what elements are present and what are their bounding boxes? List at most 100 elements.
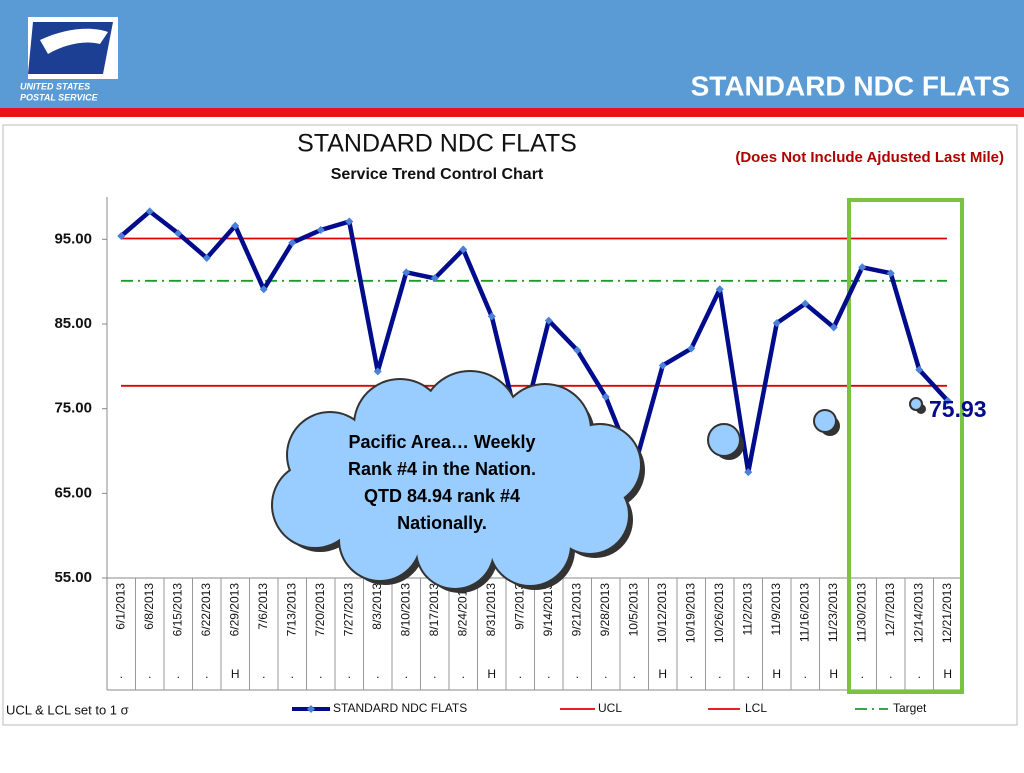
series-marker — [687, 344, 696, 353]
annotation-text: Pacific Area… Weekly — [348, 432, 535, 452]
x-flag: . — [747, 667, 750, 681]
x-flag: . — [918, 667, 921, 681]
cloud-fill — [273, 372, 921, 588]
highlight-box — [847, 198, 964, 694]
series-marker — [943, 396, 952, 405]
series-marker — [174, 229, 183, 238]
x-flag: . — [690, 667, 693, 681]
y-tick-label: 65.00 — [54, 484, 92, 501]
x-tick-label: 11/9/2013 — [769, 583, 783, 636]
x-flag: . — [205, 667, 208, 681]
chart-subtitle: Service Trend Control Chart — [331, 166, 544, 183]
x-flag: . — [547, 667, 550, 681]
logo-text: POSTAL SERVICE — [20, 92, 99, 102]
logo-text: UNITED STATES — [20, 81, 90, 91]
x-tick-label: 10/5/2013 — [626, 583, 640, 637]
x-flag: . — [718, 667, 721, 681]
series-marker — [573, 346, 582, 355]
series-marker — [345, 217, 354, 226]
series-marker — [801, 299, 810, 308]
x-flag: . — [319, 667, 322, 681]
x-flag: . — [519, 667, 522, 681]
x-tick-label: 9/7/2013 — [512, 583, 526, 630]
x-flag: . — [291, 667, 294, 681]
x-flag: . — [148, 667, 151, 681]
legend-marker — [307, 705, 315, 713]
x-tick-label: 11/2/2013 — [740, 583, 754, 636]
x-tick-label: 8/31/2013 — [484, 583, 498, 637]
chart-title: STANDARD NDC FLATS — [297, 130, 577, 158]
x-flag: H — [487, 667, 496, 681]
y-tick-label: 85.00 — [54, 315, 92, 332]
x-flag: . — [804, 667, 807, 681]
x-tick-label: 10/12/2013 — [655, 583, 669, 643]
series-marker — [459, 245, 468, 254]
x-tick-label: 10/26/2013 — [712, 583, 726, 643]
x-flag: . — [861, 667, 864, 681]
x-tick-label: 12/14/2013 — [911, 583, 925, 643]
slide-title: STANDARD NDC FLATS — [691, 70, 1010, 101]
x-tick-label: 6/8/2013 — [142, 583, 156, 630]
series-marker — [772, 319, 781, 328]
y-tick-label: 55.00 — [54, 569, 92, 586]
legend-label: LCL — [745, 701, 767, 715]
x-flag: . — [633, 667, 636, 681]
x-tick-label: 11/30/2013 — [854, 583, 868, 642]
legend-label: UCL — [598, 701, 622, 715]
x-tick-label: 9/14/2013 — [541, 583, 555, 637]
legend-label: Target — [893, 701, 927, 715]
x-tick-label: 7/6/2013 — [256, 583, 270, 630]
header-stripe — [0, 108, 1024, 117]
x-tick-label: 6/29/2013 — [227, 583, 241, 637]
x-flag: H — [231, 667, 240, 681]
chart-note: (Does Not Include Ajdusted Last Mile) — [735, 149, 1004, 166]
x-flag: . — [376, 667, 379, 681]
x-tick-label: 6/15/2013 — [170, 583, 184, 637]
series-marker — [231, 221, 240, 230]
series-marker — [744, 468, 753, 477]
series-marker — [915, 365, 924, 374]
y-tick-label: 75.00 — [54, 400, 92, 417]
x-tick-label: 8/10/2013 — [398, 583, 412, 637]
callout-cloud: Pacific Area… Weekly Rank #4 in the Natio… — [271, 370, 926, 593]
x-flag: . — [889, 667, 892, 681]
series-marker — [858, 263, 867, 272]
series-marker — [601, 392, 610, 401]
x-tick-label: 7/27/2013 — [341, 583, 355, 637]
series-marker — [715, 285, 724, 294]
x-tick-label: 9/28/2013 — [598, 583, 612, 637]
logo-eagle-bg — [28, 22, 113, 74]
x-flag: . — [120, 667, 123, 681]
series-line — [119, 209, 950, 475]
series-marker — [288, 238, 297, 247]
series-marker — [658, 361, 667, 370]
x-tick-label: 7/13/2013 — [284, 583, 298, 637]
x-tick-label: 8/24/2013 — [455, 583, 469, 637]
footnote: UCL & LCL set to 1 σ — [6, 702, 129, 717]
series-marker — [829, 323, 838, 332]
y-tick-label: 95.00 — [54, 230, 92, 247]
x-tick-label: 12/7/2013 — [883, 583, 897, 637]
x-flag: . — [405, 667, 408, 681]
header-band — [0, 0, 1024, 108]
legend-label: STANDARD NDC FLATS — [333, 701, 467, 715]
series-marker — [145, 207, 154, 216]
x-tick-label: 12/21/2013 — [940, 583, 954, 643]
x-flag: . — [433, 667, 436, 681]
x-flag: . — [462, 667, 465, 681]
x-flag: H — [658, 667, 667, 681]
series-marker — [259, 285, 268, 294]
series-marker — [402, 268, 411, 277]
x-flag: . — [348, 667, 351, 681]
x-tick-label: 7/20/2013 — [313, 583, 327, 637]
series-marker — [886, 269, 895, 278]
x-tick-label: 8/17/2013 — [427, 583, 441, 637]
x-tick-label: 10/19/2013 — [683, 583, 697, 643]
x-tick-label: 9/21/2013 — [569, 583, 583, 637]
annotation-text: Nationally. — [397, 513, 487, 533]
x-tick-label: 6/1/2013 — [113, 583, 127, 630]
x-flag: H — [943, 667, 952, 681]
data-label: 75.93 — [929, 396, 987, 422]
series-marker — [117, 231, 126, 240]
series-marker — [316, 226, 325, 235]
